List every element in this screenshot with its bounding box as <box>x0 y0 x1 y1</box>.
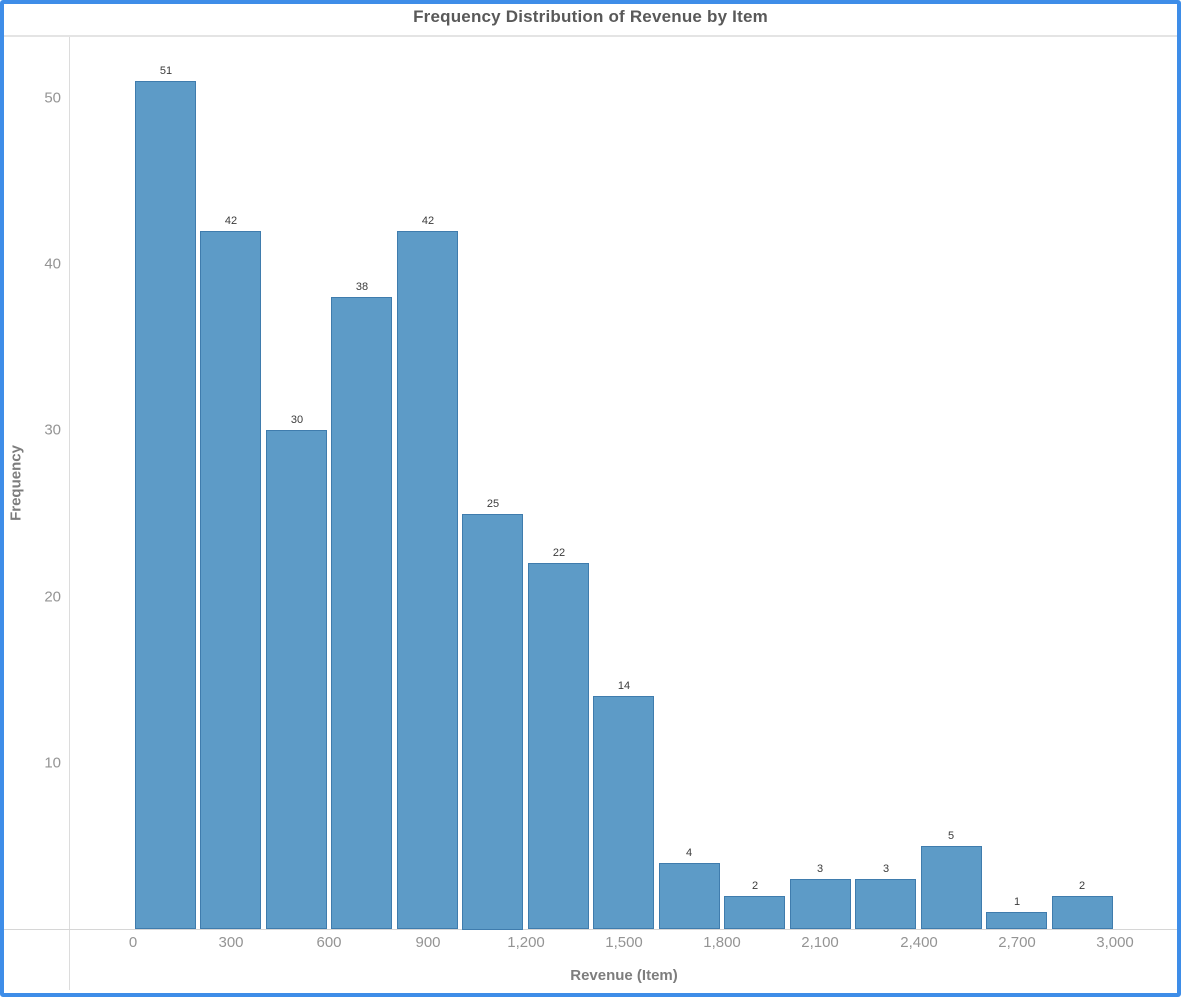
histogram-bar[interactable] <box>200 231 261 929</box>
x-axis-tick-label: 1,200 <box>507 934 545 951</box>
histogram-bar[interactable] <box>331 297 392 929</box>
y-axis-tick-label: 50 <box>44 89 61 107</box>
y-axis-tick-label: 40 <box>44 255 61 273</box>
bar-value-label: 5 <box>947 830 955 842</box>
x-axis-tick-label: 600 <box>316 934 342 951</box>
histogram-bar[interactable] <box>1052 896 1113 929</box>
bar-value-label: 3 <box>816 863 824 875</box>
histogram-bar[interactable] <box>528 563 589 929</box>
y-axis-line <box>69 37 70 990</box>
y-axis-title: Frequency <box>7 445 25 521</box>
bar-value-label: 38 <box>355 281 369 293</box>
bar-value-label: 42 <box>421 215 435 227</box>
x-axis-tick-label: 900 <box>415 934 441 951</box>
x-axis-tick-label: 1,800 <box>703 934 741 951</box>
bar-value-label: 51 <box>159 65 173 77</box>
histogram-bar[interactable] <box>790 879 851 929</box>
x-axis-line <box>4 929 1177 930</box>
x-axis-tick-label: 1,500 <box>605 934 643 951</box>
title-divider <box>0 35 1181 37</box>
bar-value-label: 14 <box>617 680 631 692</box>
histogram-bar[interactable] <box>593 696 654 929</box>
histogram-bar[interactable] <box>724 896 785 929</box>
bar-value-label: 2 <box>751 880 759 892</box>
y-axis-tick-label: 30 <box>44 421 61 439</box>
bar-value-label: 4 <box>685 847 693 859</box>
bar-value-label: 1 <box>1013 896 1021 908</box>
x-axis-tick-label: 3,000 <box>1096 934 1134 951</box>
x-axis-tick-label: 300 <box>218 934 244 951</box>
y-axis-tick-label: 20 <box>44 588 61 606</box>
histogram-bar[interactable] <box>135 81 196 929</box>
bar-value-label: 42 <box>224 215 238 227</box>
histogram-bar[interactable] <box>659 863 720 929</box>
bar-value-label: 22 <box>552 547 566 559</box>
histogram-bar[interactable] <box>986 912 1047 929</box>
histogram-bar[interactable] <box>397 231 458 929</box>
bar-value-label: 25 <box>486 498 500 510</box>
bar-value-label: 2 <box>1078 880 1086 892</box>
chart-title: Frequency Distribution of Revenue by Ite… <box>413 7 768 26</box>
histogram-bar[interactable] <box>921 846 982 929</box>
y-axis-tick-label: 10 <box>44 754 61 772</box>
histogram-bar[interactable] <box>266 430 327 929</box>
bar-value-label: 30 <box>290 414 304 426</box>
x-axis-tick-label: 2,100 <box>801 934 839 951</box>
x-axis-tick-label: 2,400 <box>900 934 938 951</box>
x-axis-title: Revenue (Item) <box>570 967 678 984</box>
x-axis-tick-label: 0 <box>128 934 138 951</box>
x-axis-tick-label: 2,700 <box>998 934 1036 951</box>
histogram-bar[interactable] <box>462 514 523 930</box>
histogram-bar[interactable] <box>855 879 916 929</box>
bar-value-label: 3 <box>882 863 890 875</box>
